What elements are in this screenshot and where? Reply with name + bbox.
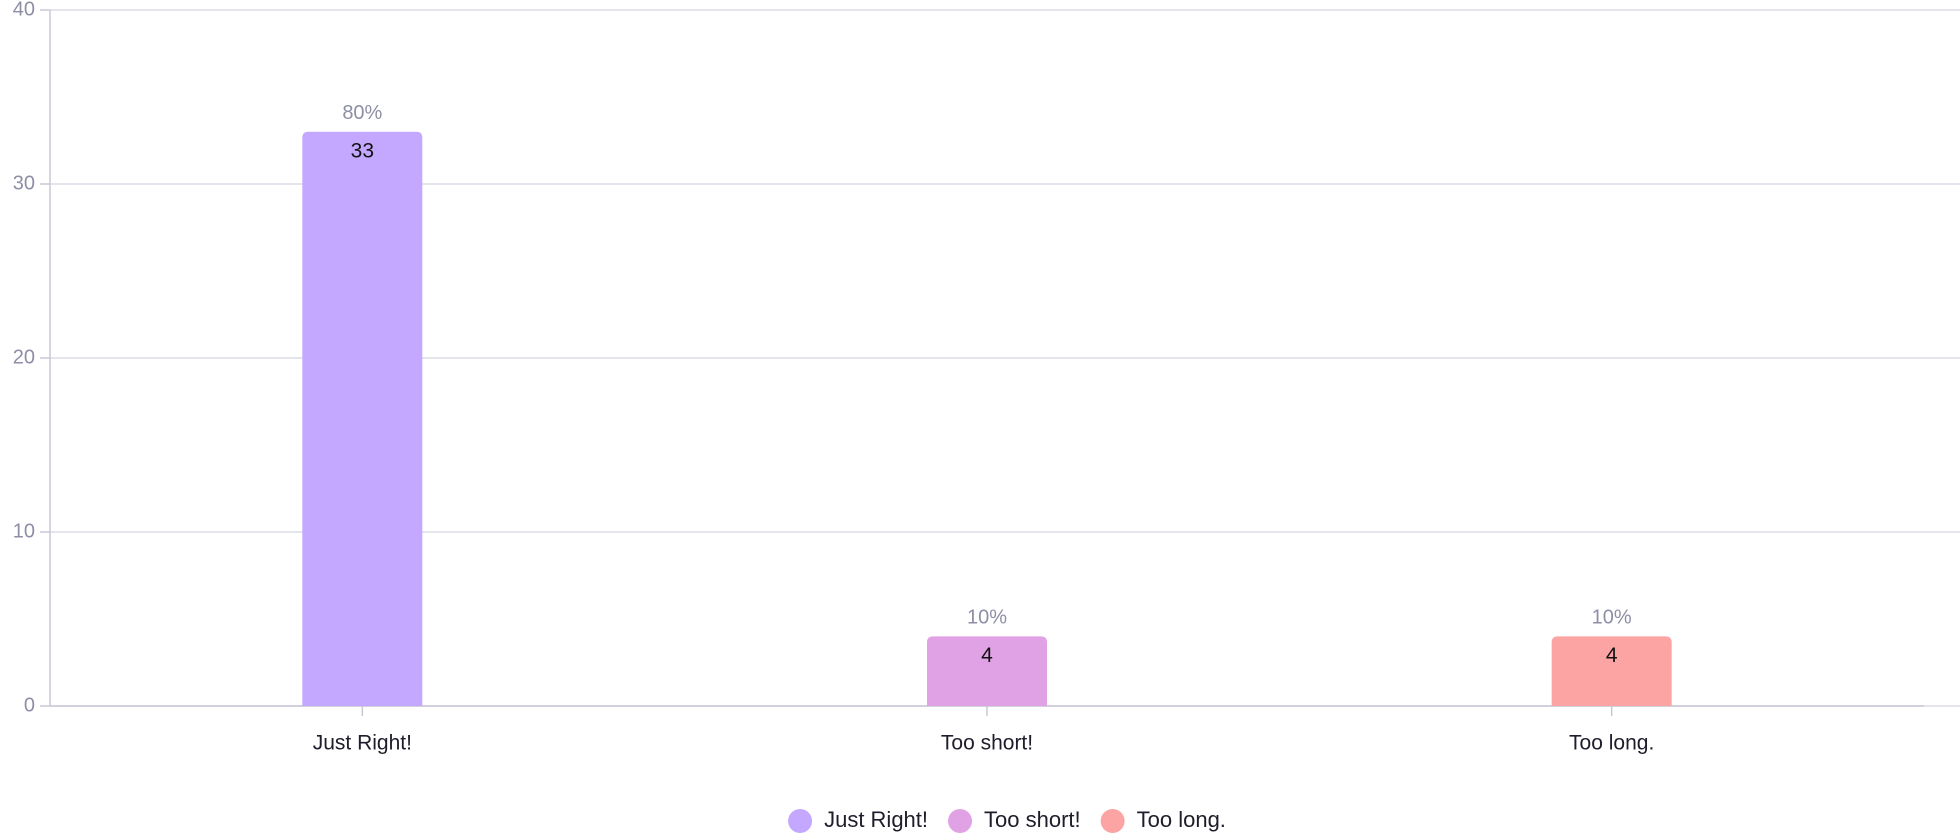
percent-label: 10% [967,607,1007,629]
legend-label: Too long. [1137,807,1226,832]
y-tick-label: 40 [13,0,35,20]
legend-marker [948,809,973,833]
value-label: 4 [1606,644,1618,667]
y-tick-label: 30 [13,172,35,194]
y-tick-label: 0 [24,694,35,716]
x-tick-label: Just Right! [313,732,412,755]
value-label: 33 [351,139,374,162]
bar [927,636,1047,706]
percent-label: 80% [342,102,382,124]
value-label: 4 [981,644,993,667]
bar [302,131,423,707]
x-tick-label: Too short! [941,732,1033,755]
percent-label: 10% [1592,607,1632,629]
x-tick-label: Too long. [1569,732,1654,755]
legend-marker [1100,809,1125,833]
legend-label: Just Right! [824,807,928,832]
legend-label: Too short! [984,807,1081,832]
y-tick-label: 20 [13,346,35,368]
bar [1551,636,1672,706]
legend-marker [788,809,813,833]
y-tick-label: 10 [13,520,35,542]
